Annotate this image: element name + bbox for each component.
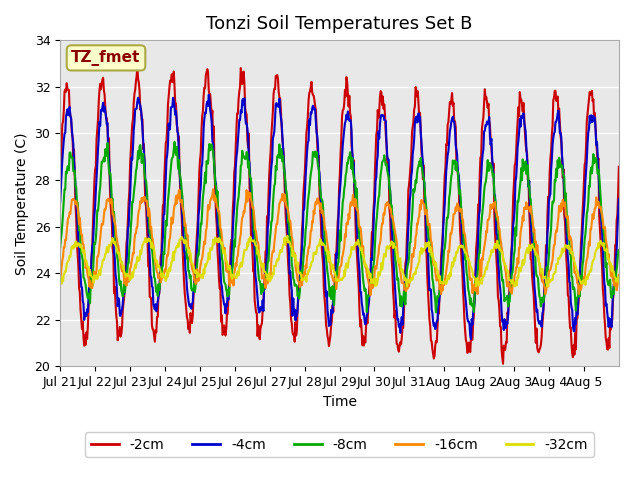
-16cm <box>399 280 406 286</box>
-4cm <box>615 196 623 202</box>
X-axis label: Time: Time <box>323 395 356 408</box>
-16cm <box>225 281 233 287</box>
Line: -8cm: -8cm <box>60 142 619 312</box>
-8cm <box>171 139 179 144</box>
-2cm <box>225 284 233 290</box>
-16cm <box>122 276 129 282</box>
-32cm <box>252 243 260 249</box>
Line: -32cm: -32cm <box>60 236 619 287</box>
-8cm <box>56 245 64 251</box>
-8cm <box>429 280 437 286</box>
-2cm <box>134 64 141 70</box>
-2cm <box>499 361 507 367</box>
-32cm <box>429 254 437 260</box>
Legend: -2cm, -4cm, -8cm, -16cm, -32cm: -2cm, -4cm, -8cm, -16cm, -32cm <box>85 432 594 457</box>
-4cm <box>398 314 406 320</box>
-2cm <box>122 262 129 267</box>
-16cm <box>253 236 260 242</box>
-32cm <box>615 280 623 286</box>
-8cm <box>398 304 406 310</box>
-2cm <box>253 310 260 316</box>
-4cm <box>274 103 282 108</box>
Line: -4cm: -4cm <box>60 95 619 339</box>
-4cm <box>429 319 437 324</box>
-2cm <box>274 76 282 82</box>
Y-axis label: Soil Temperature (C): Soil Temperature (C) <box>15 132 29 275</box>
-32cm <box>273 256 281 262</box>
-32cm <box>122 274 129 280</box>
-32cm <box>225 266 232 272</box>
-16cm <box>209 186 217 192</box>
Line: -2cm: -2cm <box>60 67 619 364</box>
-32cm <box>398 266 406 272</box>
-2cm <box>56 171 64 177</box>
-8cm <box>122 280 129 286</box>
-2cm <box>398 335 406 340</box>
-32cm <box>543 284 551 290</box>
-32cm <box>284 233 291 239</box>
-4cm <box>205 92 212 97</box>
-8cm <box>615 247 623 253</box>
-8cm <box>432 310 440 315</box>
Title: Tonzi Soil Temperatures Set B: Tonzi Soil Temperatures Set B <box>206 15 473 33</box>
-4cm <box>122 277 129 283</box>
Text: TZ_fmet: TZ_fmet <box>71 50 141 66</box>
-4cm <box>56 200 64 205</box>
-16cm <box>367 292 374 298</box>
-8cm <box>253 254 260 260</box>
-32cm <box>56 277 64 283</box>
-16cm <box>615 272 623 277</box>
-4cm <box>225 278 233 284</box>
-8cm <box>274 152 282 158</box>
-4cm <box>467 336 475 342</box>
-8cm <box>225 292 233 298</box>
-2cm <box>429 350 437 356</box>
-4cm <box>253 287 260 292</box>
-16cm <box>430 262 438 268</box>
Line: -16cm: -16cm <box>60 189 619 295</box>
-16cm <box>274 214 282 219</box>
-2cm <box>615 164 623 169</box>
-16cm <box>56 275 64 281</box>
